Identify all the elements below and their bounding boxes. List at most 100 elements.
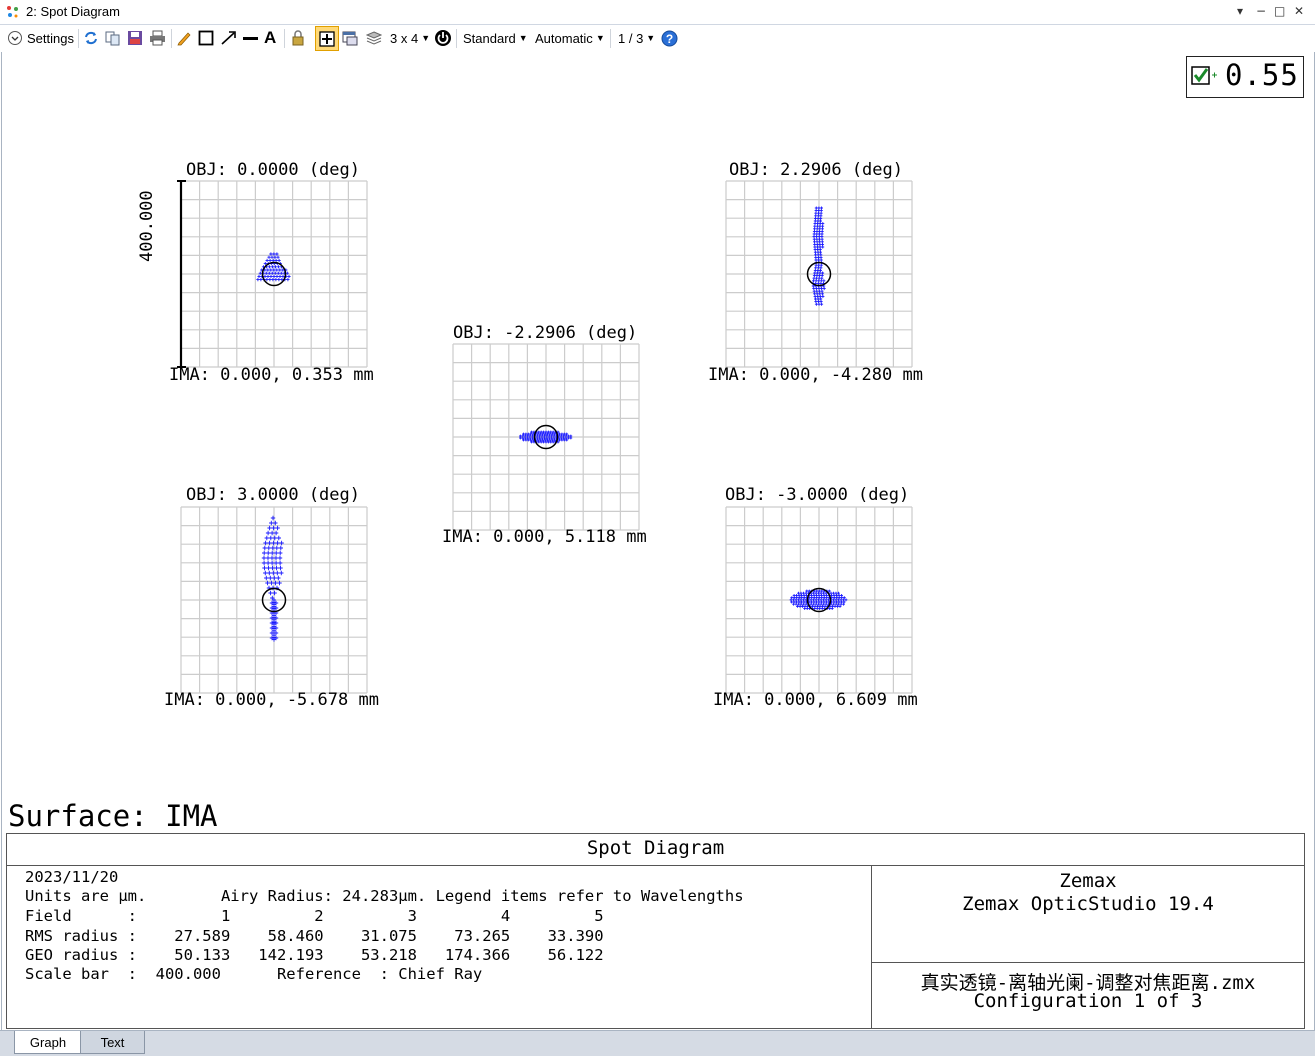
print-button[interactable] [149, 28, 166, 48]
tab-text-label: Text [100, 1034, 125, 1050]
plot-4-ima-label: IMA: 0.000, -5.678 mm [164, 690, 379, 710]
info-geo-line: GEO radius : 50.133 142.193 53.218 174.3… [25, 946, 604, 964]
spot-plot-5 [725, 506, 913, 694]
airy-disk-circle [806, 261, 832, 287]
rotate-button[interactable] [434, 28, 452, 48]
info-product: Zemax OpticStudio 19.4 [962, 893, 1214, 915]
window-button[interactable] [342, 28, 358, 48]
lock-icon [292, 30, 304, 46]
surface-label: Surface: IMA [8, 799, 218, 833]
checkbox-icon[interactable] [1191, 66, 1219, 86]
tab-graph[interactable]: Graph [14, 1031, 82, 1054]
ray-spot-pattern [811, 206, 826, 306]
plot-5-obj-label: OBJ: -3.0000 (deg) [725, 485, 910, 505]
lock-button[interactable] [291, 28, 305, 48]
refresh-icon [85, 31, 97, 45]
window-title: 2: Spot Diagram [26, 4, 120, 19]
plot-5-ima-label: IMA: 0.000, 6.609 mm [713, 690, 918, 710]
spot-plot-1 [180, 180, 368, 368]
layout-grid-button[interactable] [315, 26, 339, 51]
plot-3-obj-label: OBJ: -2.2906 (deg) [453, 323, 638, 343]
help-icon: ? [661, 30, 678, 46]
layout-dropdown[interactable]: 3 x 4 ▼ [390, 28, 430, 48]
save-button[interactable] [127, 28, 143, 48]
spot-plot-3 [452, 343, 640, 531]
copy-icon [105, 31, 120, 46]
plot-1-obj-label: OBJ: 0.0000 (deg) [186, 160, 360, 180]
automatic-dropdown-label: Automatic [535, 30, 593, 46]
printer-icon [150, 30, 165, 46]
plot-2-ima-label: IMA: 0.000, -4.280 mm [708, 365, 923, 385]
info-box: Spot Diagram 2023/11/20 Units are µm. Ai… [6, 833, 1305, 1029]
spot-plot-2 [725, 180, 913, 368]
info-field-line: Field : 1 2 3 4 5 [25, 907, 604, 925]
ray-spot-pattern [256, 252, 291, 282]
standard-dropdown-label: Standard [463, 30, 516, 46]
info-scale-line: Scale bar : 400.000 Reference : Chief Ra… [25, 965, 483, 983]
airy-disk-circle [806, 587, 832, 613]
info-company: Zemax [1059, 870, 1117, 892]
save-icon [128, 31, 142, 45]
ray-spot-pattern [261, 515, 284, 642]
close-icon[interactable]: ✕ [1294, 4, 1305, 18]
arrow-icon [221, 31, 236, 45]
info-date: 2023/11/20 [25, 868, 119, 886]
value-badge: 0.55 [1186, 56, 1304, 98]
info-units-line: Units are µm. Airy Radius: 24.283µm. Leg… [25, 887, 744, 905]
pencil-icon [177, 32, 191, 46]
app-icon [7, 6, 18, 18]
plot-3-ima-label: IMA: 0.000, 5.118 mm [442, 527, 647, 547]
text-tool-button[interactable]: A [264, 28, 276, 48]
layers-button[interactable] [366, 28, 382, 48]
dropdown-arrow-icon: ▼ [595, 33, 605, 43]
automatic-dropdown[interactable]: Automatic ▼ [535, 28, 605, 48]
badge-value: 0.55 [1225, 58, 1299, 92]
dropdown-arrow-icon: ▼ [646, 33, 656, 43]
power-rotate-icon [435, 30, 451, 46]
window-menu-dropdown-icon[interactable]: ▾ [1237, 4, 1244, 18]
plot-2-obj-label: OBJ: 2.2906 (deg) [729, 160, 903, 180]
rectangle-button[interactable] [198, 28, 214, 48]
info-file: 真实透镜-离轴光阑-调整对焦距离.zmx [920, 972, 1256, 994]
info-rms-line: RMS radius : 27.589 58.460 31.075 73.265… [25, 927, 604, 945]
settings-button[interactable]: Settings [7, 28, 74, 48]
toolbar: Settings A 3 x 4 ▼ [0, 25, 1315, 52]
pencil-button[interactable] [176, 28, 192, 48]
standard-dropdown[interactable]: Standard ▼ [463, 28, 528, 48]
info-config: Configuration 1 of 3 [973, 990, 1203, 1012]
plot-4-obj-label: OBJ: 3.0000 (deg) [186, 485, 360, 505]
text-a-icon: A [264, 28, 277, 47]
plot-1-ima-label: IMA: 0.000, 0.353 mm [169, 365, 374, 385]
ray-spot-pattern [789, 589, 848, 610]
refresh-button[interactable] [83, 28, 99, 48]
page-dropdown[interactable]: 1 / 3 ▼ [618, 28, 655, 48]
spot-plot-4 [180, 506, 368, 694]
line-icon [243, 37, 258, 40]
help-button[interactable]: ? [661, 28, 678, 48]
window-icon [342, 31, 358, 46]
svg-text:?: ? [666, 32, 673, 46]
copy-button[interactable] [104, 28, 121, 48]
info-title: Spot Diagram [586, 837, 725, 859]
maximize-icon[interactable]: □ [1274, 4, 1286, 18]
tab-graph-label: Graph [29, 1034, 67, 1050]
layout-grid-icon [319, 30, 335, 47]
dropdown-arrow-icon: ▼ [421, 33, 431, 43]
rectangle-icon [198, 30, 214, 46]
settings-label: Settings [27, 30, 74, 46]
arrow-button[interactable] [220, 28, 237, 48]
chevron-down-circle-icon [8, 31, 22, 45]
line-button[interactable] [242, 28, 259, 48]
layers-icon [366, 31, 382, 45]
airy-disk-circle [533, 424, 559, 450]
airy-disk-circle [261, 587, 287, 613]
minimize-icon[interactable]: − [1256, 4, 1267, 18]
page-dropdown-label: 1 / 3 [618, 30, 644, 46]
scale-bar-label: 400.000 [137, 190, 157, 262]
dropdown-arrow-icon: ▼ [518, 33, 528, 43]
airy-disk-circle [261, 261, 287, 287]
layout-dropdown-label: 3 x 4 [390, 30, 419, 46]
view-tabs: Graph Text [0, 1030, 1315, 1056]
tab-text[interactable]: Text [80, 1031, 145, 1054]
